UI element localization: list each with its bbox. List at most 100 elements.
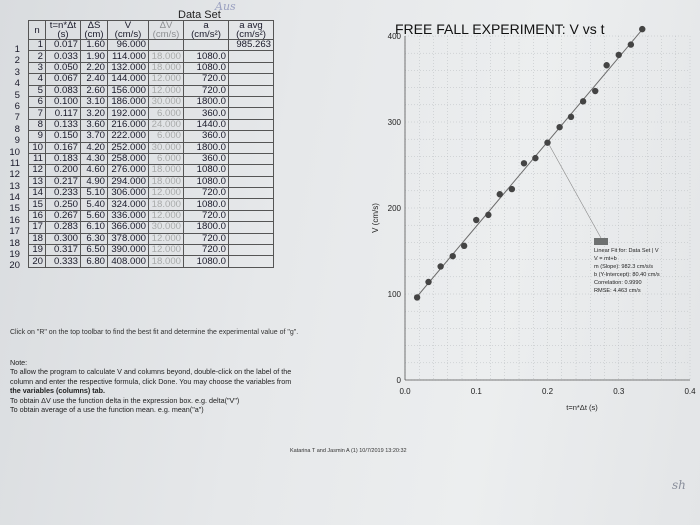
cell-n[interactable]: 1 [28, 38, 46, 52]
cell-dv[interactable]: 6.000 [148, 152, 184, 166]
table-row[interactable]: 16 0.267 5.60 336.000 12.000 720.0 [28, 209, 274, 223]
cell-aavg[interactable] [228, 255, 274, 268]
cell-v[interactable]: 390.000 [107, 244, 149, 257]
cell-aavg[interactable] [228, 118, 274, 132]
cell-v[interactable]: 144.000 [107, 73, 149, 86]
cell-dv[interactable]: 18.000 [148, 164, 184, 177]
cell-t[interactable]: 0.200 [45, 164, 81, 177]
cell-s[interactable]: 6.30 [80, 232, 108, 246]
cell-aavg[interactable] [228, 187, 274, 200]
cell-a[interactable] [183, 38, 229, 52]
cell-v[interactable]: 156.000 [107, 84, 149, 97]
cell-n[interactable]: 15 [28, 198, 46, 211]
cell-t[interactable]: 0.067 [45, 73, 81, 86]
cell-aavg[interactable] [228, 50, 274, 63]
table-row[interactable]: 20 0.333 6.80 408.000 18.000 1080.0 [28, 255, 274, 268]
cell-v[interactable]: 336.000 [107, 209, 149, 223]
cell-a[interactable]: 720.0 [183, 187, 229, 200]
cell-n[interactable]: 2 [28, 50, 46, 63]
cell-dv[interactable]: 12.000 [148, 244, 184, 257]
cell-v[interactable]: 366.000 [107, 221, 149, 234]
cell-a[interactable]: 360.0 [183, 107, 229, 120]
cell-dv[interactable]: 12.000 [148, 232, 184, 246]
cell-aavg[interactable] [228, 175, 274, 189]
table-row[interactable]: 11 0.183 4.30 258.000 6.000 360.0 [28, 152, 274, 166]
cell-s[interactable]: 6.80 [80, 255, 108, 268]
cell-dv[interactable]: 18.000 [148, 61, 184, 75]
cell-s[interactable]: 3.20 [80, 107, 108, 120]
table-row[interactable]: 1 0.017 1.60 96.000 985.263 [28, 38, 274, 52]
cell-aavg[interactable] [228, 73, 274, 86]
cell-n[interactable]: 13 [28, 175, 46, 189]
cell-n[interactable]: 16 [28, 209, 46, 223]
cell-n[interactable]: 14 [28, 187, 46, 200]
cell-dv[interactable]: 24.000 [148, 118, 184, 132]
cell-t[interactable]: 0.017 [45, 38, 81, 52]
cell-t[interactable]: 0.267 [45, 209, 81, 223]
cell-s[interactable]: 5.40 [80, 198, 108, 211]
cell-s[interactable]: 5.10 [80, 187, 108, 200]
table-row[interactable]: 4 0.067 2.40 144.000 12.000 720.0 [28, 73, 274, 86]
cell-t[interactable]: 0.300 [45, 232, 81, 246]
table-row[interactable]: 18 0.300 6.30 378.000 12.000 720.0 [28, 232, 274, 246]
cell-t[interactable]: 0.217 [45, 175, 81, 189]
cell-t[interactable]: 0.150 [45, 130, 81, 143]
col-dv-header[interactable]: ΔV (cm/s) [148, 20, 184, 40]
cell-dv[interactable]: 18.000 [148, 255, 184, 268]
cell-a[interactable]: 1800.0 [183, 221, 229, 234]
cell-n[interactable]: 17 [28, 221, 46, 234]
cell-n[interactable]: 6 [28, 95, 46, 109]
cell-t[interactable]: 0.317 [45, 244, 81, 257]
table-row[interactable]: 17 0.283 6.10 366.000 30.000 1800.0 [28, 221, 274, 234]
cell-s[interactable]: 6.10 [80, 221, 108, 234]
cell-a[interactable]: 1440.0 [183, 118, 229, 132]
cell-t[interactable]: 0.333 [45, 255, 81, 268]
cell-n[interactable]: 12 [28, 164, 46, 177]
cell-aavg[interactable] [228, 198, 274, 211]
col-a-header[interactable]: a (cm/s²) [183, 20, 229, 40]
cell-a[interactable]: 720.0 [183, 209, 229, 223]
cell-dv[interactable]: 12.000 [148, 187, 184, 200]
col-n-header[interactable]: n [28, 20, 46, 40]
cell-a[interactable]: 720.0 [183, 232, 229, 246]
cell-v[interactable]: 324.000 [107, 198, 149, 211]
cell-n[interactable]: 18 [28, 232, 46, 246]
cell-a[interactable]: 720.0 [183, 84, 229, 97]
table-row[interactable]: 15 0.250 5.40 324.000 18.000 1080.0 [28, 198, 274, 211]
cell-a[interactable]: 1080.0 [183, 50, 229, 63]
cell-aavg[interactable] [228, 164, 274, 177]
cell-v[interactable]: 96.000 [107, 38, 149, 52]
cell-s[interactable]: 6.50 [80, 244, 108, 257]
cell-s[interactable]: 2.60 [80, 84, 108, 97]
cell-t[interactable]: 0.250 [45, 198, 81, 211]
table-row[interactable]: 6 0.100 3.10 186.000 30.000 1800.0 [28, 95, 274, 109]
cell-a[interactable]: 1080.0 [183, 61, 229, 75]
cell-t[interactable]: 0.050 [45, 61, 81, 75]
cell-v[interactable]: 258.000 [107, 152, 149, 166]
cell-n[interactable]: 8 [28, 118, 46, 132]
cell-n[interactable]: 9 [28, 130, 46, 143]
cell-s[interactable]: 4.20 [80, 141, 108, 154]
cell-s[interactable]: 1.90 [80, 50, 108, 63]
cell-v[interactable]: 306.000 [107, 187, 149, 200]
cell-a[interactable]: 1800.0 [183, 95, 229, 109]
cell-aavg[interactable] [228, 84, 274, 97]
cell-dv[interactable]: 30.000 [148, 141, 184, 154]
cell-v[interactable]: 114.000 [107, 50, 149, 63]
cell-a[interactable]: 1080.0 [183, 164, 229, 177]
cell-dv[interactable]: 12.000 [148, 73, 184, 86]
cell-v[interactable]: 132.000 [107, 61, 149, 75]
cell-s[interactable]: 4.90 [80, 175, 108, 189]
cell-t[interactable]: 0.167 [45, 141, 81, 154]
cell-t[interactable]: 0.233 [45, 187, 81, 200]
cell-dv[interactable]: 6.000 [148, 107, 184, 120]
table-row[interactable]: 8 0.133 3.60 216.000 24.000 1440.0 [28, 118, 274, 132]
col-t-header[interactable]: t=n*Δt (s) [45, 20, 81, 40]
cell-dv[interactable]: 18.000 [148, 175, 184, 189]
cell-aavg[interactable]: 985.263 [228, 38, 274, 52]
cell-dv[interactable]: 18.000 [148, 198, 184, 211]
cell-a[interactable]: 360.0 [183, 152, 229, 166]
cell-aavg[interactable] [228, 107, 274, 120]
cell-a[interactable]: 360.0 [183, 130, 229, 143]
cell-dv[interactable]: 12.000 [148, 84, 184, 97]
